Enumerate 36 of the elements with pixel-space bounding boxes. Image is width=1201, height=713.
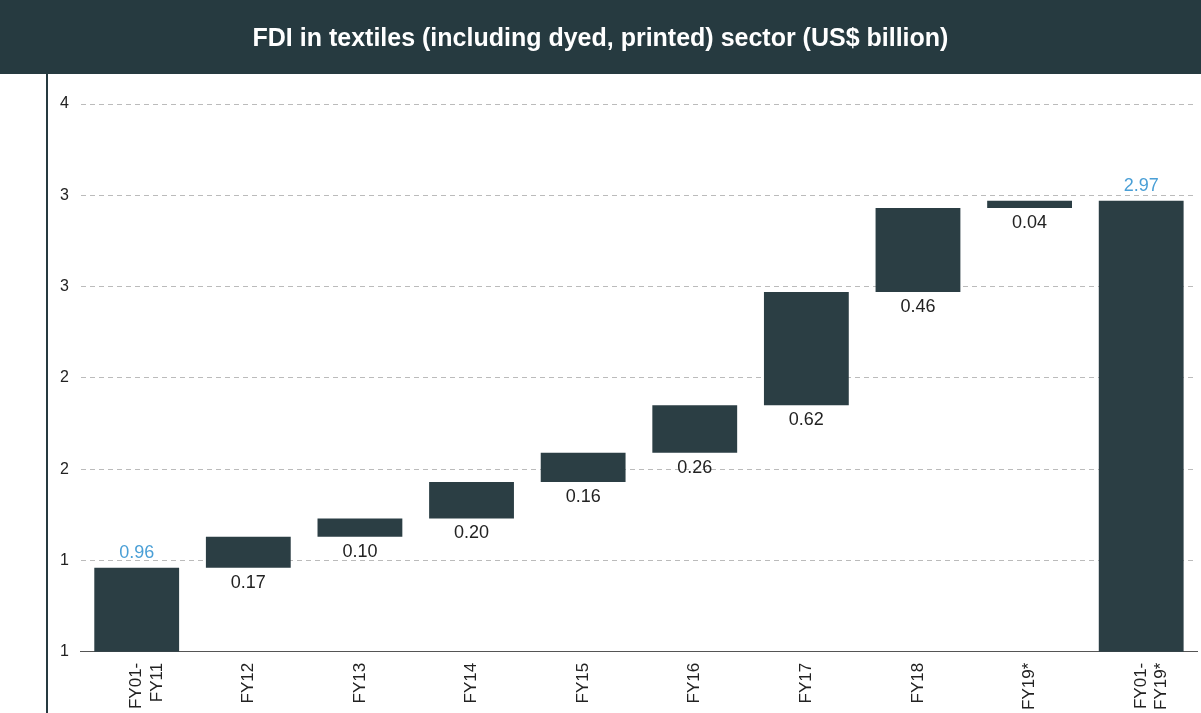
bar <box>875 208 961 293</box>
data-label: 2.97 <box>1123 174 1159 195</box>
x-tick-label: FY19* <box>1019 662 1039 710</box>
x-tick-label: FY12 <box>238 662 257 704</box>
data-label: 0.04 <box>1012 212 1048 233</box>
bar <box>987 200 1072 209</box>
y-tick-label: 2 <box>59 368 69 386</box>
y-tick-label: 1 <box>59 550 69 568</box>
data-label: 0.17 <box>230 571 266 592</box>
chart-title: FDI in textiles (including dyed, printed) sector (US$ billion) <box>0 0 1201 74</box>
data-label: 0.96 <box>119 541 155 562</box>
y-tick-label: 2 <box>59 459 69 477</box>
data-label: 0.10 <box>342 540 378 561</box>
data-label: 0.16 <box>565 485 601 506</box>
x-tick-label: FY13 <box>349 662 369 704</box>
data-label: 0.20 <box>454 522 490 543</box>
x-tick-label: FY16 <box>684 662 704 704</box>
y-tick-label: 3 <box>59 276 69 294</box>
bar <box>652 405 738 453</box>
x-tick-label: FY18 <box>907 662 927 704</box>
x-tick-label: FY15 <box>572 662 592 704</box>
x-tick-label: FY01-FY19* <box>1130 662 1171 710</box>
data-label: 0.26 <box>677 456 713 477</box>
bar <box>317 518 403 537</box>
data-label: 0.46 <box>900 296 936 317</box>
bar <box>205 536 291 568</box>
bar <box>540 452 626 482</box>
y-tick-label: 3 <box>59 185 69 203</box>
data-label: 0.62 <box>788 409 824 430</box>
y-tick-label: 4 <box>59 94 69 112</box>
x-tick-label: FY14 <box>461 662 481 704</box>
x-tick-label: FY01-FY11 <box>126 662 166 710</box>
bar <box>763 292 849 406</box>
bar <box>429 481 514 519</box>
x-tick-label: FY17 <box>796 662 816 704</box>
y-tick-label: 1 <box>59 642 69 660</box>
